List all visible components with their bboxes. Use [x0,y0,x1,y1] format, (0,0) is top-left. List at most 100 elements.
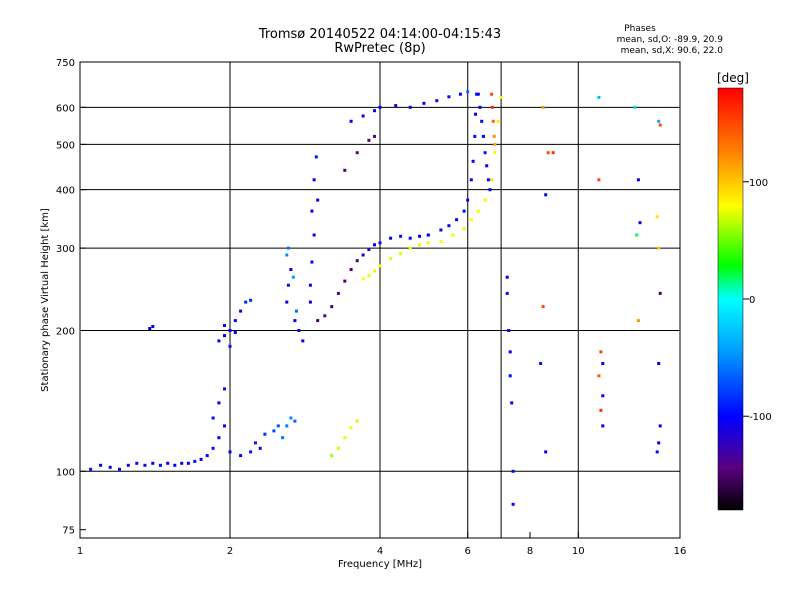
y-tick-label: 500 [56,140,75,151]
y-tick-label: 200 [56,326,75,337]
data-point [471,159,475,163]
data-point [205,454,209,458]
data-point [228,450,232,454]
data-point [408,246,412,250]
data-point [493,151,497,155]
data-point [657,362,661,365]
data-point [301,339,305,343]
data-point [505,275,509,279]
data-point [166,461,170,465]
y-tick-label: 75 [62,526,75,537]
data-point [469,218,473,222]
data-point [143,463,147,467]
data-point [151,325,155,328]
data-point [483,198,487,202]
data-point [249,450,253,454]
data-point [211,446,215,450]
data-point [636,319,640,323]
data-point [343,436,347,440]
data-point [601,424,605,428]
data-point [485,164,489,168]
data-point [657,441,661,445]
data-point [458,92,462,96]
data-point [193,459,197,463]
data-point [475,92,479,96]
data-point [330,454,334,458]
data-point [373,109,376,113]
data-point [297,329,301,332]
data-point [455,218,459,222]
data-point [272,429,276,433]
data-point [496,119,500,123]
data-point [285,253,289,257]
data-point [426,241,430,245]
data-point [476,209,480,213]
data-point [355,419,359,423]
data-point [355,259,359,263]
y-tick-label: 400 [56,186,75,197]
data-point [491,119,495,123]
data-point [597,374,601,378]
data-point [289,268,293,271]
data-point [361,114,365,118]
data-point [469,178,473,182]
data-point [439,228,443,232]
data-point [330,305,334,309]
data-point [223,424,226,428]
data-point [508,374,512,378]
data-point [217,339,221,343]
data-point [638,221,642,225]
data-point [151,461,155,465]
data-point [361,277,365,281]
data-point [285,300,289,304]
x-tick-label: 4 [377,546,383,557]
data-point [99,463,103,467]
data-point [601,362,605,365]
data-point [158,463,162,467]
data-point [544,450,548,454]
data-point [451,233,455,237]
data-point [173,463,177,467]
data-point [373,134,376,138]
data-point [655,215,659,219]
data-point [211,416,215,420]
data-point [126,463,130,467]
data-point [599,350,603,354]
x-axis-label: Frequency [MHz] [338,559,422,570]
data-point [546,151,550,155]
data-point [481,134,485,138]
data-point [488,188,492,192]
data-point [490,92,494,96]
axis-ticks: 1 2 4 6 8 10 16 75 100 200 300 400 500 600 750 [56,58,686,557]
data-point [447,95,451,99]
data-point [511,469,515,473]
data-point [476,92,480,96]
data-point [435,99,439,103]
data-point [249,298,253,302]
data-point [89,467,93,471]
data-point [466,198,470,202]
data-point [148,327,152,330]
phase-stats-heading: Phases [624,24,656,34]
data-point [361,253,365,257]
data-point [511,502,515,506]
data-point [466,90,470,94]
data-point [108,465,112,469]
data-point [258,446,262,450]
data-point [490,178,494,182]
colorbar [717,87,744,511]
data-point [399,252,403,256]
data-point [510,401,514,405]
data-point [389,236,393,240]
data-point [492,134,496,138]
data-point [343,279,347,283]
data-point [316,319,320,323]
data-point [373,269,376,273]
data-point [426,233,430,237]
data-point [312,233,316,237]
data-point [462,227,466,231]
phase-stats-line-o: mean, sd,O: -89.9, 20.9 [617,35,724,45]
x-tick-label: 16 [674,546,687,557]
data-point [293,419,297,423]
data-point [399,234,403,238]
